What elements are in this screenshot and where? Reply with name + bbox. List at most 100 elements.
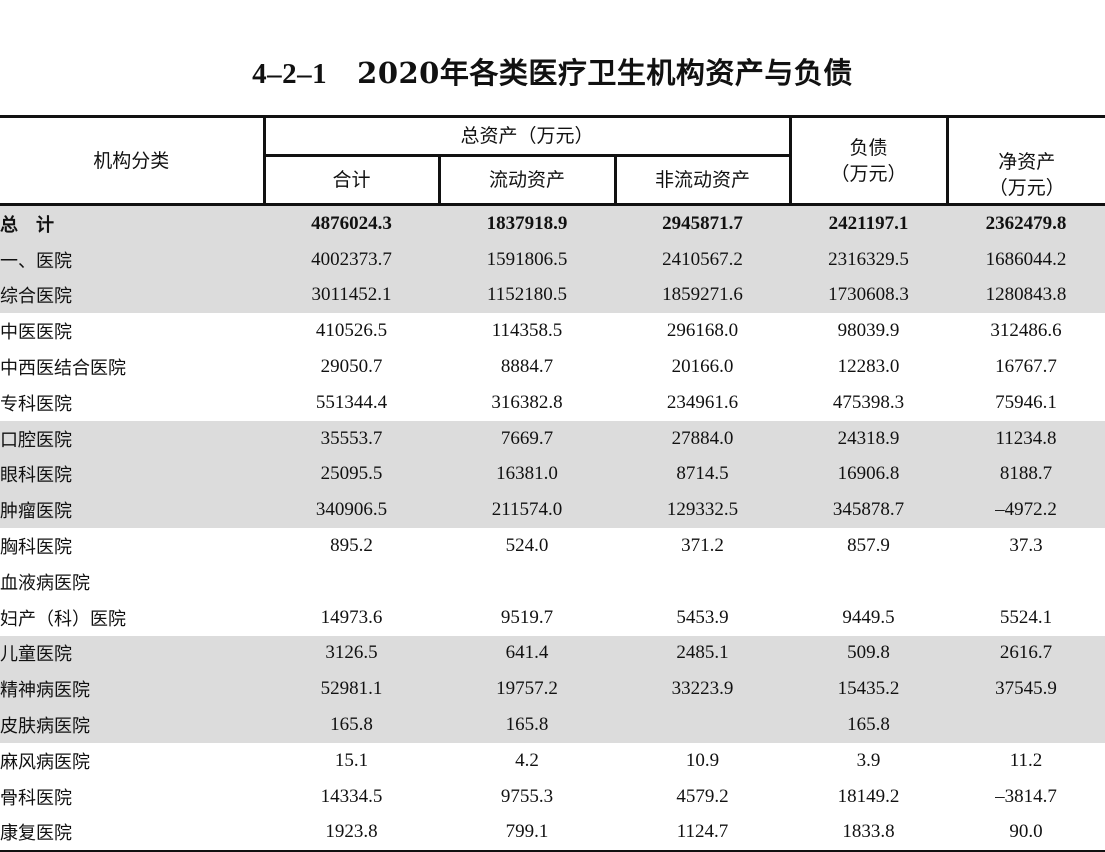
header-net-assets-line1: 净资产 [998,151,1056,173]
table-row: 专科医院 551344.4 316382.8 234961.6 475398.3 7594… [0,385,1105,421]
cell-noncurrent-assets: 2410567.2 [615,241,791,278]
cell-liabilities: 9449.5 [842,606,895,628]
header-noncurrent-assets: 非流动资产 [615,155,792,205]
table-body: 总 计 4876024.3 1837918.9 2945871.7 2421197.1 2… [0,204,1105,852]
cell-current-assets: 641.4 [439,635,615,672]
row-label: 血液病医院 [0,572,90,594]
cell-sum: 410526.5 [315,320,388,342]
cell-net-assets: –4972.2 [947,492,1105,529]
row-label: 精神病医院 [0,671,264,708]
cell-liabilities: 1730608.3 [790,277,948,314]
row-label: 中西医结合医院 [0,358,126,380]
cell-sum: 551344.4 [315,391,388,413]
table-title: 2020年各类医疗卫生机构资产与负债 [357,56,853,90]
table-row: 综合医院 3011452.1 1152180.5 1859271.6 1730608.3… [0,277,1105,314]
header-sum: 合计 [264,155,441,205]
cell-net-assets: 11234.8 [947,420,1105,457]
assets-liabilities-table: 机构分类 总资产（万元） 负债 （万元） 净资产 （万元） 合计 流动资产 非流… [0,115,1105,852]
row-label: 儿童医院 [0,635,264,672]
table-row: 骨科医院 14334.5 9755.3 4579.2 18149.2 –3814.7 [0,779,1105,815]
cell-noncurrent-assets: 8714.5 [615,456,791,493]
cell-noncurrent-assets: 33223.9 [615,671,791,708]
cell-noncurrent-assets: 27884.0 [615,420,791,457]
cell-net-assets: 2616.7 [947,635,1105,672]
header-liabilities-line2: （万元） [830,162,907,185]
cell-net-assets: 5524.1 [999,606,1053,628]
cell-sum: 165.8 [264,707,439,743]
cell-current-assets: 9755.3 [500,785,554,807]
cell-liabilities [790,564,947,600]
cell-net-assets: 11.2 [1009,749,1043,771]
cell-sum: 3011452.1 [264,277,439,314]
cell-liabilities: 16906.8 [790,456,948,493]
cell-net-assets: 1280843.8 [947,277,1105,314]
cell-current-assets: 8884.7 [500,356,554,378]
cell-liabilities: 12283.0 [837,356,900,378]
table-row: 精神病医院 52981.1 19757.2 33223.9 15435.2 37545.9 [0,671,1105,708]
cell-net-assets: 37545.9 [947,671,1105,708]
table-row: 口腔医院 35553.7 7669.7 27884.0 24318.9 11234.8 [0,420,1105,457]
row-label: 眼科医院 [0,456,264,493]
cell-noncurrent-assets: 129332.5 [615,492,791,529]
row-label: 胸科医院 [0,537,72,559]
header-liabilities: 负债 （万元） [790,116,949,205]
cell-liabilities: 15435.2 [790,671,948,708]
table-header: 机构分类 总资产（万元） 负债 （万元） 净资产 （万元） 合计 流动资产 非流… [0,116,1105,205]
header-total-assets: 总资产（万元） [264,116,792,157]
cell-noncurrent-assets: 1859271.6 [615,277,791,314]
cell-liabilities: 3.9 [856,749,881,771]
cell-sum: 25095.5 [264,456,439,493]
cell-liabilities: 24318.9 [790,420,948,457]
cell-current-assets: 524.0 [505,535,549,557]
table-row: 胸科医院 895.2 524.0 371.2 857.9 37.3 [0,528,1105,564]
cell-sum: 15.1 [334,749,369,771]
header-current-assets: 流动资产 [439,155,617,205]
row-label: 中医医院 [0,322,72,344]
cell-liabilities: 2421197.1 [790,204,948,242]
cell-noncurrent-assets [615,707,791,743]
table-row: 皮肤病医院 165.8 165.8 165.8 [0,707,1105,743]
cell-net-assets: 2362479.8 [947,204,1105,242]
cell-sum: 52981.1 [264,671,439,708]
row-label: 一、医院 [0,241,264,278]
cell-net-assets: –3814.7 [995,785,1057,807]
row-label: 骨科医院 [0,787,72,809]
cell-current-assets: 19757.2 [439,671,615,708]
cell-sum: 4876024.3 [264,204,439,242]
cell-sum: 29050.7 [320,356,383,378]
cell-liabilities: 475398.3 [832,391,905,413]
cell-current-assets: 1152180.5 [439,277,615,314]
cell-liabilities: 857.9 [847,535,890,557]
cell-sum: 35553.7 [264,420,439,457]
cell-current-assets: 114358.5 [491,320,563,342]
row-label: 口腔医院 [0,420,264,457]
cell-liabilities: 98039.9 [837,320,900,342]
cell-net-assets: 1686044.2 [947,241,1105,278]
row-label: 妇产（科）医院 [0,608,126,630]
cell-liabilities: 509.8 [790,635,948,672]
cell-sum: 340906.5 [264,492,439,529]
table-number: 4–2–1 [252,58,328,90]
header-category: 机构分类 [0,116,266,205]
row-label: 综合医院 [0,277,264,314]
table-row: 总 计 4876024.3 1837918.9 2945871.7 2421197.1 2… [0,204,1105,242]
cell-liabilities: 2316329.5 [790,241,948,278]
cell-noncurrent-assets: 10.9 [685,749,720,771]
table-row: 儿童医院 3126.5 641.4 2485.1 509.8 2616.7 [0,635,1105,672]
cell-liabilities: 165.8 [790,707,948,743]
cell-sum [264,564,439,600]
table-row: 妇产（科）医院 14973.6 9519.7 5453.9 9449.5 5524.1 [0,600,1105,636]
cell-current-assets: 165.8 [439,707,615,743]
cell-noncurrent-assets: 234961.6 [666,391,739,413]
cell-noncurrent-assets [615,564,790,600]
table-row: 一、医院 4002373.7 1591806.5 2410567.2 2316329.5… [0,241,1105,278]
cell-noncurrent-assets: 371.2 [681,535,724,557]
cell-net-assets [947,564,1105,600]
header-liabilities-line1: 负债 [849,136,888,159]
table-row: 中西医结合医院 29050.7 8884.7 20166.0 12283.0 16767.… [0,349,1105,385]
table-row: 眼科医院 25095.5 16381.0 8714.5 16906.8 8188.7 [0,456,1105,493]
cell-current-assets: 1837918.9 [439,204,615,242]
cell-noncurrent-assets: 4579.2 [676,785,729,807]
table-row: 麻风病医院 15.1 4.2 10.9 3.9 11.2 [0,743,1105,779]
row-label: 麻风病医院 [0,751,90,773]
